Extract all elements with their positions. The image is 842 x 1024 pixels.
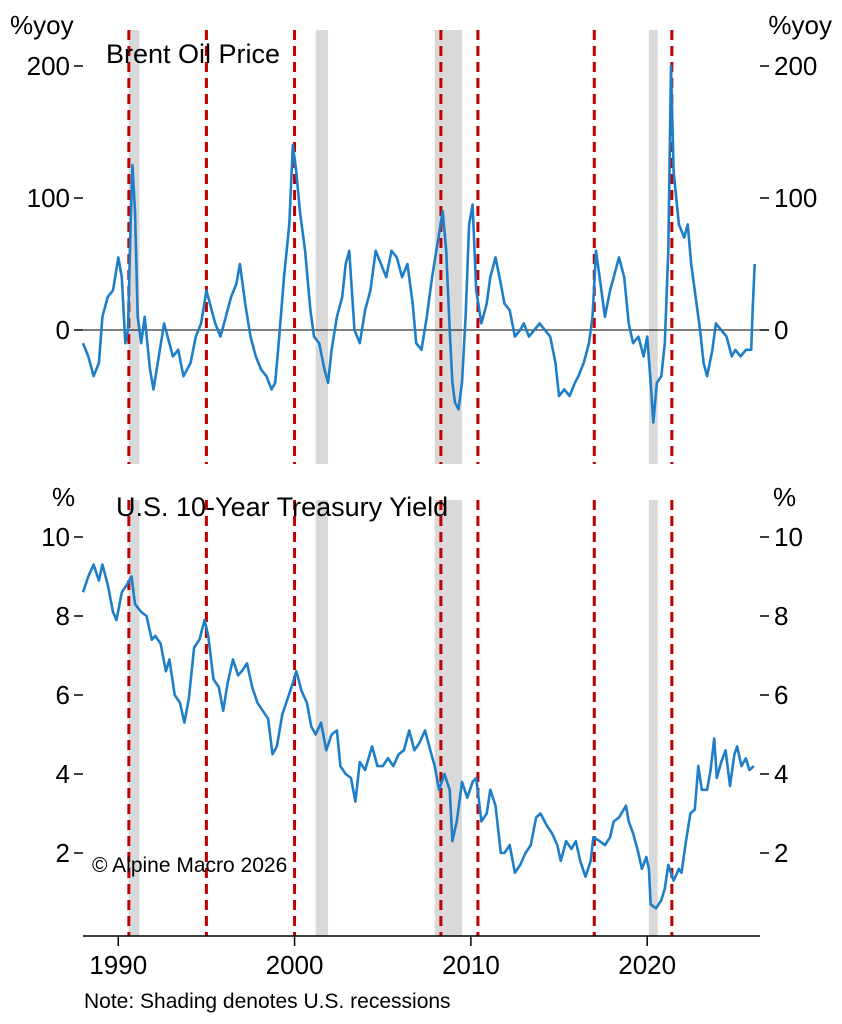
ytick-label-right-bot-0: 2 (774, 838, 788, 868)
ytick-label-left-bot-0: 2 (56, 838, 70, 868)
series-line-bot-0 (81, 563, 755, 910)
top-unit-left: %yoy (10, 10, 74, 40)
recession-shade-top-3 (648, 30, 658, 464)
ytick-label-right-bot-3: 8 (774, 601, 788, 631)
ytick-label-right-bot-4: 10 (774, 522, 803, 552)
ytick-label-right-top-0: 0 (774, 315, 788, 345)
recession-shade-top-0 (128, 30, 140, 464)
top-panel: 0 0 100 100 200 200 %yoy %yoy Brent Oil Price (10, 10, 832, 464)
footnote: Note: Shading denotes U.S. recessions (84, 990, 451, 1013)
ytick-label-right-top-1: 100 (774, 183, 817, 213)
ytick-label-left-bot-3: 8 (56, 601, 70, 631)
recession-shade-bot-3 (648, 500, 658, 936)
recession-shade-bot-0 (128, 500, 140, 936)
ytick-label-left-bot-4: 10 (41, 522, 70, 552)
recession-shade-bot-2 (434, 500, 463, 936)
recession-shade-bot-1 (315, 500, 329, 936)
bottom-unit-left: % (52, 482, 75, 512)
ytick-label-right-top-2: 200 (774, 51, 817, 81)
top-chart-title: Brent Oil Price (106, 39, 280, 69)
ytick-label-left-bot-1: 4 (56, 759, 70, 789)
bottom-unit-right: % (773, 482, 796, 512)
ytick-label-left-bot-2: 6 (56, 680, 70, 710)
xtick-label-3: 2020 (618, 950, 676, 980)
series-line-top-0 (81, 64, 756, 424)
xtick-label-1: 2000 (266, 950, 324, 980)
recession-shade-top-2 (434, 30, 463, 464)
ytick-label-left-top-1: 100 (27, 183, 70, 213)
top-unit-right: %yoy (768, 10, 832, 40)
bottom-panel: 2 2 4 4 6 6 8 8 10 10 % % U.S. 10-Year Treasury Y… (41, 482, 803, 980)
copyright-label: © Alpine Macro 2026 (92, 854, 287, 877)
recession-shade-top-1 (315, 30, 329, 464)
ytick-label-right-bot-2: 6 (774, 680, 788, 710)
xtick-label-2: 2010 (442, 950, 500, 980)
xtick-label-0: 1990 (89, 950, 147, 980)
ytick-label-left-top-0: 0 (56, 315, 70, 345)
bottom-chart-title: U.S. 10-Year Treasury Yield (116, 492, 448, 522)
ytick-label-right-bot-1: 4 (774, 759, 788, 789)
ytick-label-left-top-2: 200 (27, 51, 70, 81)
